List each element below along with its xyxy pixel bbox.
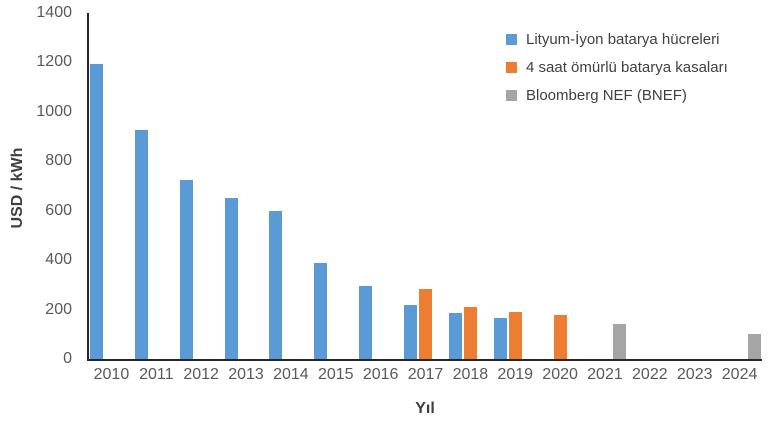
x-axis-tick-label: 2012 [183, 366, 219, 383]
legend-item-batarya-kasalari: 4 saat ömürlü batarya kasaları [506, 53, 728, 81]
legend-swatch-icon [506, 33, 517, 45]
legend-swatch-icon [506, 61, 517, 73]
x-axis-tick-label: 2021 [587, 366, 623, 383]
legend-item-bnef: Bloomberg NEF (BNEF) [506, 81, 728, 109]
x-axis-tick-label: 2011 [139, 366, 174, 383]
y-axis-tick-label: 1400 [36, 4, 72, 21]
y-axis-tick-label: 1200 [36, 53, 72, 71]
bar-lityum-iyon-hucreleri-2011 [134, 130, 148, 359]
legend: Lityum-İyon batarya hücreleri 4 saat ömür… [506, 25, 728, 109]
bar-lityum-iyon-hucreleri-2010 [89, 63, 103, 359]
x-axis-tick-label: 2024 [721, 366, 758, 383]
bar-batarya-kasalari-2017 [419, 288, 432, 359]
x-axis-tick-label: 2013 [228, 366, 264, 383]
x-axis-tick-label: 2016 [362, 366, 399, 383]
x-axis-tick-label: 2015 [317, 366, 354, 383]
legend-swatch-icon [506, 89, 517, 101]
bar-batarya-kasalari-2019 [508, 312, 522, 359]
bar-lityum-iyon-hucreleri-2016 [359, 286, 373, 359]
x-axis-tick-label: 2010 [93, 366, 130, 383]
bar-lityum-iyon-hucreleri-2012 [179, 179, 193, 359]
legend-label: 4 saat ömürlü batarya kasaları [526, 58, 728, 76]
bar-lityum-iyon-hucreleri-2014 [269, 210, 283, 359]
y-axis-tick-label: 800 [45, 152, 72, 170]
bar-batarya-kasalari-2018 [463, 307, 477, 359]
x-axis-tick-label: 2017 [407, 366, 444, 383]
legend-label: Bloomberg NEF (BNEF) [526, 86, 687, 104]
bar-lityum-iyon-hucreleri-2018 [448, 313, 462, 359]
legend-label: Lityum-İyon batarya hücreleri [526, 30, 720, 48]
bar-lityum-iyon-hucreleri-2015 [314, 262, 328, 359]
bar-lityum-iyon-hucreleri-2013 [224, 198, 238, 359]
y-axis-tick-label: 0 [63, 350, 72, 367]
x-axis-tick-label: 2018 [452, 366, 489, 383]
legend-item-lityum-iyon-hucreleri: Lityum-İyon batarya hücreleri [506, 25, 728, 53]
x-axis-tick-label: 2014 [273, 366, 309, 383]
bar-bnef-2024 [748, 334, 762, 359]
bar-lityum-iyon-hucreleri-2019 [493, 318, 507, 359]
bar-bnef-2021 [613, 324, 627, 359]
y-axis-title: USD / kWh [9, 147, 26, 229]
y-axis-tick-label: 400 [45, 251, 72, 269]
x-axis-tick-label: 2022 [632, 366, 668, 383]
y-axis-tick-label: 600 [45, 201, 72, 219]
y-axis-tick-label: 1000 [36, 102, 72, 120]
bar-batarya-kasalari-2020 [553, 314, 567, 359]
plot-area [87, 13, 762, 361]
y-axis-tick-label: 200 [45, 300, 72, 318]
bar-lityum-iyon-hucreleri-2017 [404, 304, 417, 359]
x-axis-tick-label: 2020 [542, 366, 578, 383]
x-axis-title: Yıl [415, 400, 435, 417]
x-axis-tick-label: 2019 [497, 366, 534, 383]
x-axis-tick-label: 2023 [676, 366, 713, 383]
